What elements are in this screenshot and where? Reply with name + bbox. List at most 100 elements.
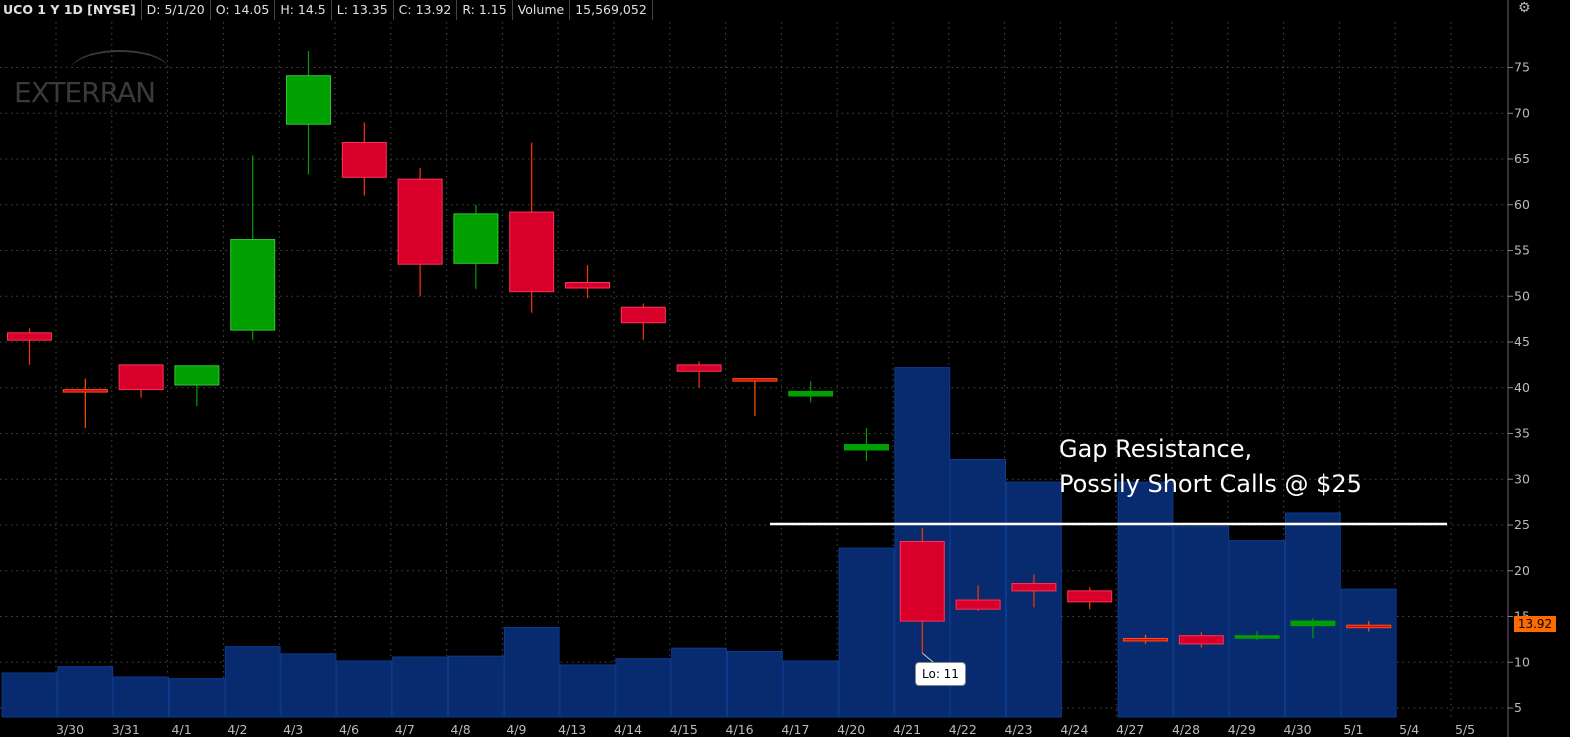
candle: [7, 328, 52, 365]
x-tick-label: 4/6: [339, 722, 359, 737]
y-tick-label: 20: [1514, 563, 1530, 578]
candle: [1234, 631, 1280, 641]
volume-bar: [1285, 512, 1341, 718]
y-tick-label: 55: [1514, 243, 1530, 258]
volume-bar: [1117, 481, 1174, 718]
volume-bar: [782, 660, 839, 718]
y-tick-label: 30: [1514, 471, 1530, 486]
x-tick-label: 4/16: [726, 722, 754, 737]
candle-body: [899, 540, 945, 622]
candle-body: [788, 390, 834, 397]
candle-body: [955, 599, 1001, 610]
candle-body: [230, 239, 276, 331]
y-tick-label: 10: [1514, 654, 1530, 669]
x-tick-label: 4/2: [227, 722, 247, 737]
x-tick-label: 4/13: [558, 722, 586, 737]
y-tick-label: 75: [1514, 60, 1530, 75]
y-tick-label: 70: [1514, 105, 1530, 120]
candle-body: [453, 213, 499, 264]
chart-header: UCO 1 Y 1D [NYSE] D: 5/1/20 O: 14.05 H: …: [0, 0, 653, 20]
volume-bar: [169, 678, 225, 718]
candle: [844, 428, 889, 461]
candle: [230, 155, 276, 341]
volume-value: 15,569,052: [570, 0, 653, 20]
candle-body: [7, 332, 52, 341]
candle-body: [1067, 590, 1113, 603]
x-tick-label: 4/28: [1172, 722, 1200, 737]
x-tick-label: 4/22: [949, 722, 977, 737]
volume-bar: [336, 660, 393, 718]
candle-body: [676, 364, 722, 372]
x-tick-label: 4/3: [283, 722, 303, 737]
candle: [453, 204, 499, 289]
low-bubble: Lo: 11: [916, 663, 965, 685]
candle: [1067, 587, 1113, 610]
volume-bar: [503, 626, 560, 718]
x-tick-label: 4/1: [172, 722, 192, 737]
volume-bar: [392, 656, 449, 718]
low-callout-line: [921, 652, 935, 664]
close-label: C: 13.92: [393, 0, 458, 20]
volume-label: Volume: [512, 0, 571, 20]
candle: [788, 381, 834, 403]
gap-resistance-annotation: Gap Resistance, Possily Short Calls @ $2…: [1059, 432, 1362, 502]
open-label: O: 14.05: [210, 0, 276, 20]
candle: [1178, 632, 1224, 648]
volume-bar: [113, 676, 169, 718]
x-tick-label: 5/1: [1343, 722, 1363, 737]
exterran-watermark: EXTERRAN: [14, 76, 156, 109]
candle-body: [844, 443, 889, 451]
candle: [620, 303, 666, 341]
candle-body: [1346, 624, 1392, 629]
x-tick-label: 3/31: [112, 722, 140, 737]
candle-body: [620, 306, 666, 324]
candle: [1011, 574, 1057, 608]
x-tick-label: 4/21: [893, 722, 921, 737]
volume-bar: [1229, 540, 1285, 718]
volume-bar: [224, 646, 281, 718]
candle: [62, 378, 108, 429]
candle-body: [732, 378, 778, 382]
x-tick-label: 4/23: [1005, 722, 1033, 737]
settings-icon[interactable]: ⚙: [1518, 0, 1531, 16]
candle: [732, 378, 778, 417]
annotation-line-2: Possily Short Calls @ $25: [1059, 470, 1362, 498]
watermark-arc: [70, 50, 170, 92]
date-label: D: 5/1/20: [141, 0, 211, 20]
x-tick-label: 4/8: [451, 722, 471, 737]
candle: [565, 265, 610, 299]
volume-bar: [57, 666, 114, 718]
candle-body: [565, 282, 610, 289]
candle-body: [1123, 637, 1168, 642]
y-tick-label: 60: [1514, 197, 1530, 212]
candle-body: [341, 142, 387, 178]
candle-body: [1011, 583, 1057, 592]
volume-bar: [727, 650, 783, 718]
range-label: R: 1.15: [457, 0, 513, 20]
x-tick-label: 4/9: [506, 722, 526, 737]
y-tick-label: 65: [1514, 151, 1530, 166]
candle: [118, 364, 164, 398]
candle-body: [509, 211, 555, 293]
candle: [1123, 634, 1168, 644]
symbol-label[interactable]: UCO 1 Y 1D [NYSE]: [0, 0, 142, 20]
volume-bar: [1340, 588, 1397, 718]
x-tick-label: 4/7: [395, 722, 415, 737]
candle-body: [397, 178, 443, 265]
y-tick-label: 45: [1514, 334, 1530, 349]
x-tick-label: 4/30: [1284, 722, 1312, 737]
y-tick-label: 5: [1514, 700, 1522, 715]
x-tick-label: 4/24: [1060, 722, 1088, 737]
candle-body: [286, 75, 331, 125]
candle: [1346, 621, 1392, 632]
candle: [397, 168, 443, 297]
candle: [899, 527, 945, 654]
x-tick-label: 4/14: [614, 722, 642, 737]
candle-body: [118, 364, 164, 391]
volume-bar: [1, 672, 58, 718]
last-price-tag: 13.92: [1514, 616, 1556, 632]
candle-body: [62, 389, 108, 393]
volume-bar: [671, 647, 728, 718]
x-tick-label: 4/29: [1228, 722, 1256, 737]
